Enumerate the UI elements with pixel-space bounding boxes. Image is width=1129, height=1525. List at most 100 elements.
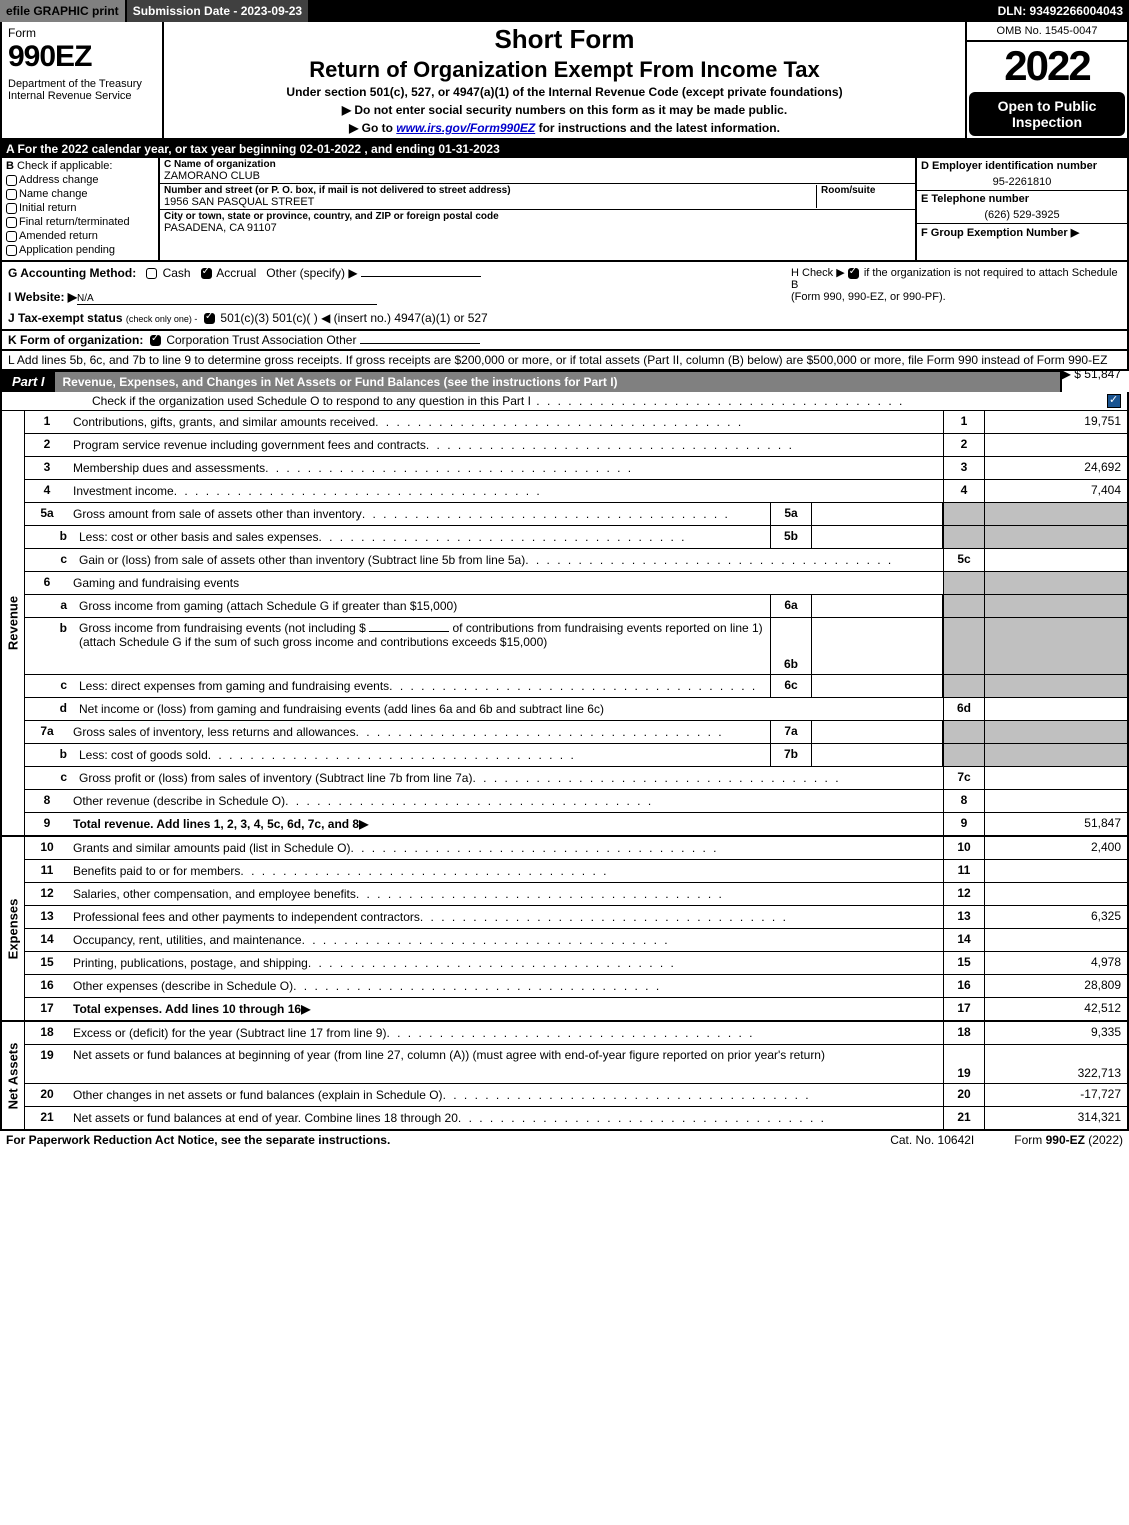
line-16-val: 28,809 — [984, 975, 1127, 997]
part-1-header: Part I Revenue, Expenses, and Changes in… — [0, 371, 1062, 392]
line-8-row: 8 Other revenue (describe in Schedule O)… — [25, 790, 1127, 813]
line-21-row: 21 Net assets or fund balances at end of… — [25, 1107, 1127, 1129]
expenses-table: Expenses 10 Grants and similar amounts p… — [0, 837, 1129, 1022]
revenue-table: Revenue 1 Contributions, gifts, grants, … — [0, 411, 1129, 837]
line-16-num: 16 — [943, 975, 984, 997]
other-specify-field[interactable] — [361, 276, 481, 277]
efile-print-button[interactable]: efile GRAPHIC print — [0, 0, 127, 22]
line-6d-no: d — [25, 698, 75, 720]
checkbox-final-return[interactable] — [6, 217, 17, 228]
checkbox-schedule-b-not-required[interactable] — [848, 268, 859, 279]
line-6d-row: d Net income or (loss) from gaming and f… — [25, 698, 1127, 721]
section-c-org-info: C Name of organization ZAMORANO CLUB Num… — [160, 158, 915, 260]
line-6b-subval — [812, 618, 943, 674]
irs-website-link[interactable]: www.irs.gov/Form990EZ — [396, 121, 535, 135]
line-9-row: 9 Total revenue. Add lines 1, 2, 3, 4, 5… — [25, 813, 1127, 835]
line-5c-row: c Gain or (loss) from sale of assets oth… — [25, 549, 1127, 572]
label-final-return: Final return/terminated — [19, 216, 130, 228]
line-1-row: 1 Contributions, gifts, grants, and simi… — [25, 411, 1127, 434]
checkbox-schedule-o-used[interactable] — [1107, 394, 1121, 408]
checkbox-name-change[interactable] — [6, 189, 17, 200]
checkbox-cash[interactable] — [146, 268, 157, 279]
ein-value: 95-2261810 — [917, 174, 1127, 190]
line-6a-val-shade — [984, 595, 1127, 617]
line-6b-no: b — [25, 618, 75, 674]
line-6b-row: b Gross income from fundraising events (… — [25, 618, 1127, 675]
line-19-desc: Net assets or fund balances at beginning… — [69, 1045, 943, 1083]
line-6c-no: c — [25, 675, 75, 697]
footer-paperwork-notice: For Paperwork Reduction Act Notice, see … — [6, 1133, 390, 1147]
k-other-field[interactable] — [360, 343, 480, 344]
label-amended-return: Amended return — [19, 230, 98, 242]
label-other-specify: Other (specify) ▶ — [266, 266, 357, 280]
org-name-label: C Name of organization — [164, 159, 911, 170]
checkbox-application-pending[interactable] — [6, 245, 17, 256]
line-6b-val-shade — [984, 618, 1127, 674]
line-18-no: 18 — [25, 1022, 69, 1044]
line-16-row: 16 Other expenses (describe in Schedule … — [25, 975, 1127, 998]
line-7c-val — [984, 767, 1127, 789]
part-1-sub-text: Check if the organization used Schedule … — [92, 394, 904, 408]
checkbox-address-change[interactable] — [6, 175, 17, 186]
under-section-text: Under section 501(c), 527, or 4947(a)(1)… — [170, 85, 959, 99]
line-6-row: 6 Gaming and fundraising events — [25, 572, 1127, 595]
line-5b-no: b — [25, 526, 75, 548]
line-21-no: 21 — [25, 1107, 69, 1129]
group-exemption-label: F Group Exemption Number ▶ — [917, 223, 1127, 241]
line-16-desc: Other expenses (describe in Schedule O) — [69, 975, 943, 997]
line-12-val — [984, 883, 1127, 905]
section-l: L Add lines 5b, 6c, and 7b to line 9 to … — [0, 351, 1129, 371]
checkbox-501c3[interactable] — [204, 313, 215, 324]
line-15-desc: Printing, publications, postage, and shi… — [69, 952, 943, 974]
tax-year: 2022 — [967, 42, 1127, 90]
line-12-num: 12 — [943, 883, 984, 905]
line-17-row: 17 Total expenses. Add lines 10 through … — [25, 998, 1127, 1020]
line-20-row: 20 Other changes in net assets or fund b… — [25, 1084, 1127, 1107]
line-2-desc: Program service revenue including govern… — [69, 434, 943, 456]
line-7a-val-shade — [984, 721, 1127, 743]
line-13-no: 13 — [25, 906, 69, 928]
line-5b-sub: 5b — [770, 526, 812, 548]
street-address: 1956 SAN PASQUAL STREET — [164, 196, 816, 208]
checkbox-initial-return[interactable] — [6, 203, 17, 214]
line-8-desc: Other revenue (describe in Schedule O) — [69, 790, 943, 812]
line-11-desc: Benefits paid to or for members — [69, 860, 943, 882]
line-14-val — [984, 929, 1127, 951]
line-3-val: 24,692 — [984, 457, 1127, 479]
b-label: B — [6, 160, 14, 172]
line-3-num: 3 — [943, 457, 984, 479]
line-6a-no: a — [25, 595, 75, 617]
line-7a-subval — [812, 721, 943, 743]
line-20-val: -17,727 — [984, 1084, 1127, 1106]
website-instruction: ▶ Go to www.irs.gov/Form990EZ for instru… — [170, 121, 959, 135]
ssn-warning: ▶ Do not enter social security numbers o… — [170, 103, 959, 117]
part-1-label: Part I — [2, 371, 55, 392]
line-18-desc: Excess or (deficit) for the year (Subtra… — [69, 1022, 943, 1044]
line-7a-desc: Gross sales of inventory, less returns a… — [69, 721, 770, 743]
short-form-title: Short Form — [170, 24, 959, 55]
line-15-no: 15 — [25, 952, 69, 974]
section-a-tax-year: A For the 2022 calendar year, or tax yea… — [0, 140, 1129, 158]
checkbox-corporation[interactable] — [150, 335, 161, 346]
line-6d-num: 6d — [943, 698, 984, 720]
line-19-no: 19 — [25, 1045, 69, 1083]
line-20-no: 20 — [25, 1084, 69, 1106]
footer-form-id: Form 990-EZ (2022) — [1014, 1133, 1123, 1147]
line-19-row: 19 Net assets or fund balances at beginn… — [25, 1045, 1127, 1084]
line-15-val: 4,978 — [984, 952, 1127, 974]
org-name: ZAMORANO CLUB — [164, 170, 911, 182]
line-13-num: 13 — [943, 906, 984, 928]
line-15-num: 15 — [943, 952, 984, 974]
line-8-val — [984, 790, 1127, 812]
line-12-row: 12 Salaries, other compensation, and emp… — [25, 883, 1127, 906]
header-center: Short Form Return of Organization Exempt… — [164, 22, 965, 138]
line-6d-val — [984, 698, 1127, 720]
line-5a-val-shade — [984, 503, 1127, 525]
label-accrual: Accrual — [216, 266, 256, 280]
line-10-num: 10 — [943, 837, 984, 859]
line-7b-sub: 7b — [770, 744, 812, 766]
checkbox-amended-return[interactable] — [6, 231, 17, 242]
checkbox-accrual[interactable] — [201, 268, 212, 279]
dept-treasury: Department of the Treasury Internal Reve… — [8, 78, 156, 102]
instr-post: for instructions and the latest informat… — [535, 121, 780, 135]
